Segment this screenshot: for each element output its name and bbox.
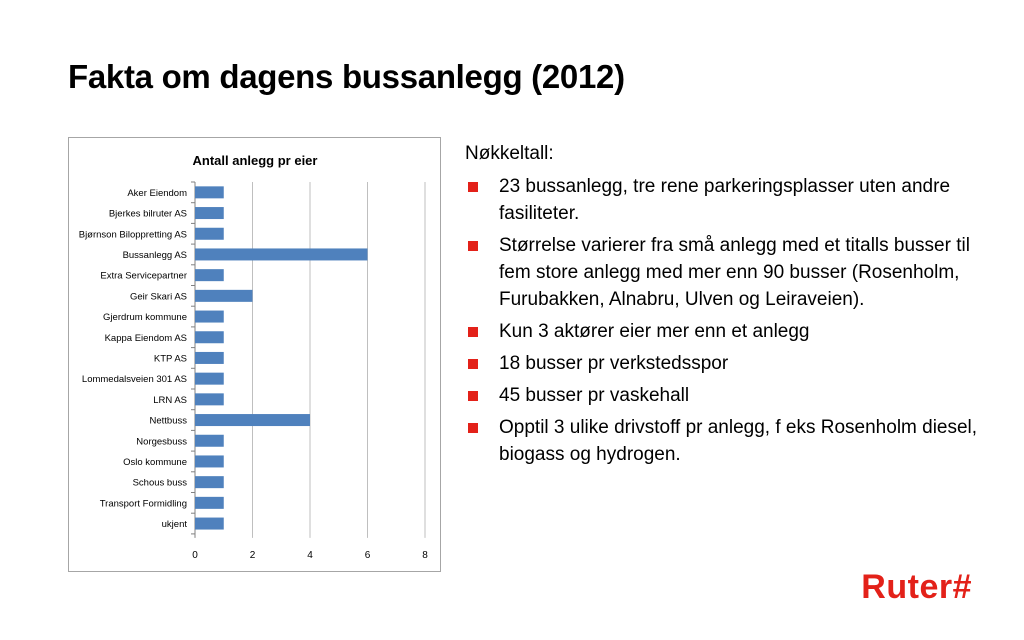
chart-bar — [195, 517, 224, 530]
chart-gridlines — [191, 181, 426, 538]
category-label: Aker Eiendom — [127, 188, 187, 199]
chart-bar — [195, 227, 224, 240]
chart-title: Antall anlegg pr eier — [193, 153, 318, 168]
category-label: ukjent — [162, 519, 188, 530]
chart-canvas: Antall anlegg pr eier Aker Eiendom Bjerke… — [79, 153, 428, 561]
chart-bar — [195, 248, 368, 261]
category-label: Bjørnson Biloppretting AS — [79, 229, 187, 240]
category-label: Lommedalsveien 301 AS — [82, 374, 187, 385]
bar-chart: Antall anlegg pr eier Aker Eiendom Bjerke… — [68, 137, 441, 572]
chart-bar — [195, 393, 224, 406]
category-label: Transport Formidling — [100, 498, 187, 509]
x-tick-label: 8 — [422, 550, 428, 561]
key-figures-list: 23 bussanlegg, tre rene parkeringsplasse… — [465, 173, 985, 468]
category-label: KTP AS — [154, 353, 187, 364]
x-tick-label: 4 — [307, 550, 313, 561]
category-label: Gjerdrum kommune — [103, 312, 187, 323]
key-figure-text: 23 bussanlegg, tre rene parkeringsplasse… — [499, 176, 951, 224]
red-square-icon — [468, 423, 478, 433]
chart-bar — [195, 331, 224, 344]
category-label: LRN AS — [153, 395, 187, 406]
chart-bar — [195, 372, 224, 385]
category-label: Bussanlegg AS — [123, 250, 187, 261]
key-figure-text: 18 busser pr verkstedsspor — [499, 353, 729, 374]
key-figure-item: 18 busser pr verkstedsspor — [465, 350, 985, 377]
chart-bar — [195, 414, 310, 427]
key-figure-text: Størrelse varierer fra små anlegg med et… — [499, 235, 970, 310]
chart-bar — [195, 351, 224, 364]
red-square-icon — [468, 359, 478, 369]
key-figure-text: Kun 3 aktører eier mer enn et anlegg — [499, 321, 810, 342]
category-label: Kappa Eiendom AS — [105, 333, 187, 344]
chart-bar — [195, 269, 224, 282]
key-figure-item: Størrelse varierer fra små anlegg med et… — [465, 232, 985, 313]
key-figure-text: 45 busser pr vaskehall — [499, 385, 690, 406]
category-label: Extra Servicepartner — [100, 271, 187, 282]
category-label: Geir Skari AS — [130, 291, 187, 302]
ruter-logo: Ruter# — [861, 568, 972, 606]
category-label: Schous buss — [133, 478, 188, 489]
category-label: Bjerkes bilruter AS — [109, 209, 187, 220]
key-figure-item: Opptil 3 ulike drivstoff pr anlegg, f ek… — [465, 414, 985, 468]
category-label: Oslo kommune — [123, 457, 187, 468]
x-tick-label: 6 — [365, 550, 371, 561]
key-figure-item: 23 bussanlegg, tre rene parkeringsplasse… — [465, 173, 985, 227]
red-square-icon — [468, 391, 478, 401]
key-figure-item: 45 busser pr vaskehall — [465, 382, 985, 409]
chart-bar — [195, 310, 224, 323]
red-square-icon — [468, 327, 478, 337]
chart-bar — [195, 476, 224, 489]
x-tick-label: 2 — [250, 550, 256, 561]
chart-tick-labels: 0 2 4 6 8 — [192, 550, 428, 561]
chart-bar — [195, 455, 224, 468]
key-figure-text: Opptil 3 ulike drivstoff pr anlegg, f ek… — [499, 417, 978, 465]
chart-bar — [195, 434, 224, 447]
chart-bar — [195, 186, 224, 199]
slide-title: Fakta om dagens bussanlegg (2012) — [68, 58, 625, 95]
chart-bars — [195, 186, 368, 530]
key-figures: Nøkkeltall: 23 bussanlegg, tre rene park… — [465, 140, 985, 473]
x-tick-label: 0 — [192, 550, 198, 561]
red-square-icon — [468, 241, 478, 251]
key-figure-item: Kun 3 aktører eier mer enn et anlegg — [465, 318, 985, 345]
category-label: Norgesbuss — [136, 436, 187, 447]
chart-bar — [195, 207, 224, 220]
red-square-icon — [468, 182, 478, 192]
key-figures-heading: Nøkkeltall: — [465, 143, 554, 164]
chart-bar — [195, 289, 253, 302]
chart-category-labels: Aker Eiendom Bjerkes bilruter AS Bjørnson … — [79, 188, 188, 530]
chart-bar — [195, 496, 224, 509]
category-label: Nettbuss — [150, 416, 188, 427]
